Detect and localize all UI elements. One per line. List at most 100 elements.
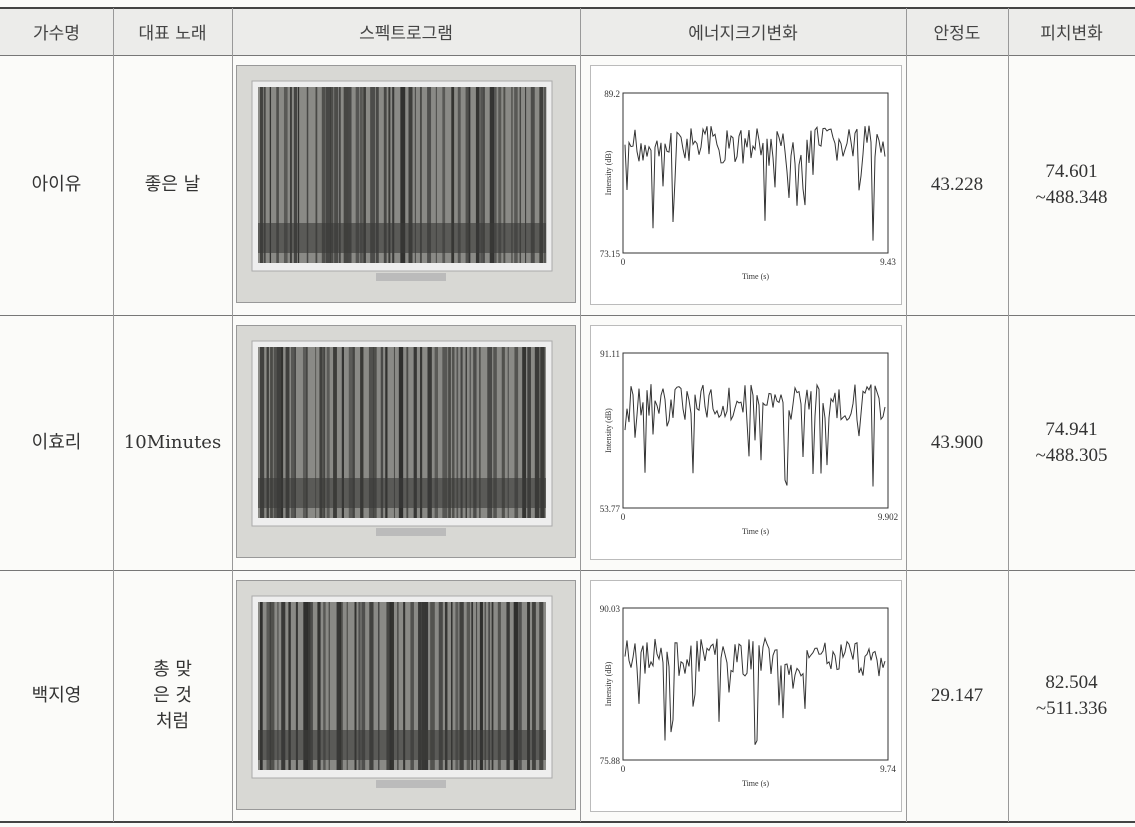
spectrum-stripe: [419, 87, 422, 263]
header-cell: 가수명: [33, 24, 80, 44]
spectrum-stripe: [323, 602, 326, 770]
spectrum-stripe: [435, 87, 437, 263]
spectrum-stripe: [315, 347, 317, 518]
spectrum-band: [258, 478, 546, 508]
spectrum-stripe: [497, 602, 501, 770]
spectrum-stripe: [339, 87, 341, 263]
plot-box: [622, 92, 889, 254]
x-max-label: 9.902: [878, 512, 898, 522]
y-axis-label: Intensity (dB): [604, 408, 613, 453]
x-axis-label: Time (s): [742, 272, 769, 281]
intensity-trace: [624, 383, 886, 487]
spectrum-stripe: [389, 602, 394, 770]
spectrum-stripe: [530, 87, 535, 263]
spectrum-stripe: [260, 87, 263, 263]
spectrum-stripe: [263, 87, 266, 263]
spectrum-stripe: [514, 87, 518, 263]
status-bar: [376, 780, 446, 788]
spectrum-stripe: [527, 347, 531, 518]
spectrum-stripe: [540, 347, 545, 518]
spectrum-stripe: [414, 87, 416, 263]
spectrum-stripe: [498, 87, 502, 263]
spectrum-stripe: [503, 87, 506, 263]
spectrum-stripe: [534, 347, 540, 518]
spectrum-stripe: [442, 87, 446, 263]
spectrum-stripe: [484, 602, 487, 770]
pitch-line: ~488.305: [1035, 444, 1108, 466]
y-max-label: 91.11: [600, 349, 620, 359]
spectrum-band: [258, 730, 546, 760]
x-axis-label: Time (s): [742, 779, 769, 788]
spectrum-stripe: [352, 347, 355, 518]
plot-box: [622, 607, 889, 761]
spectrum-stripe: [459, 602, 464, 770]
y-axis-label: Intensity (dB): [604, 150, 613, 195]
spectrum-stripe: [386, 602, 392, 770]
x-min-label: 0: [621, 257, 626, 267]
spectrum-stripe: [330, 87, 334, 263]
spectrum-stripe: [361, 602, 366, 770]
spectrum-stripe: [475, 87, 480, 263]
spectrum-stripe: [359, 87, 363, 263]
spectrum-stripe: [360, 347, 364, 518]
spectrum-stripe: [525, 87, 527, 263]
spectrum-stripe: [413, 347, 417, 518]
spectrum-stripe: [410, 602, 414, 770]
spectrum-stripe: [260, 602, 263, 770]
spectrum-stripe: [488, 602, 491, 770]
spectrum-stripe: [427, 87, 432, 263]
spectrum-stripe: [295, 602, 298, 770]
song: 좋은 날: [144, 174, 201, 195]
status-bar: [376, 528, 446, 536]
spectrum-stripe: [489, 87, 495, 263]
spectrum-stripe: [319, 347, 323, 518]
spectrum-stripe: [380, 347, 384, 518]
spectrum-stripe: [442, 347, 448, 518]
spectrum-stripe: [306, 87, 309, 263]
spectrum-stripe: [269, 87, 272, 263]
spectrum-stripe: [276, 87, 279, 263]
spectrum-stripe: [527, 602, 530, 770]
spectrum-stripe: [328, 602, 330, 770]
spectrum-stripe: [288, 602, 291, 770]
y-max-label: 89.2: [604, 89, 620, 99]
x-max-label: 9.43: [880, 257, 896, 267]
spectrum-stripe: [452, 347, 455, 518]
spectrum-stripe: [343, 87, 349, 263]
pitch-line: 74.941: [1045, 418, 1098, 440]
spectrum-stripe: [281, 602, 286, 770]
spectrum-stripe: [321, 87, 326, 263]
spectrum-stripe: [388, 87, 391, 263]
row-rule: [0, 55, 1135, 56]
col-rule: [1008, 8, 1009, 822]
header-bg: [0, 8, 1135, 55]
spectrum-stripe: [348, 87, 352, 263]
spectrum-stripe: [425, 602, 429, 770]
spectrum-stripe: [522, 347, 527, 518]
spectrum-stripe: [369, 602, 374, 770]
spectrum-stripe: [507, 347, 509, 518]
spectrum-stripe: [306, 347, 308, 518]
pitch-line: 82.504: [1045, 672, 1098, 693]
spectrogram-image: [236, 65, 576, 303]
spectrum-stripe: [385, 347, 388, 518]
spectrum-stripe: [346, 602, 349, 770]
spectrum-stripe: [493, 87, 497, 263]
plot-box: [622, 352, 889, 509]
spectrum-stripe: [460, 347, 463, 518]
spectrum-stripe: [398, 347, 404, 518]
spectrum-stripe: [277, 602, 279, 770]
spectrum-stripe: [285, 347, 290, 518]
spectrum-stripe: [444, 602, 448, 770]
spectrum-stripe: [450, 602, 453, 770]
spectrum-stripe: [469, 347, 471, 518]
spectrum-stripe: [297, 87, 300, 263]
header-cell: 피치변화: [1040, 24, 1103, 44]
spectrum-stripe: [479, 602, 483, 770]
spectrum-stripe: [306, 602, 311, 770]
spectrum-stripe: [311, 602, 313, 770]
bottom-rule: [0, 821, 1135, 823]
spectrum-stripe: [539, 602, 544, 770]
spectrum-stripe: [430, 602, 435, 770]
spectrum-stripe: [400, 87, 406, 263]
